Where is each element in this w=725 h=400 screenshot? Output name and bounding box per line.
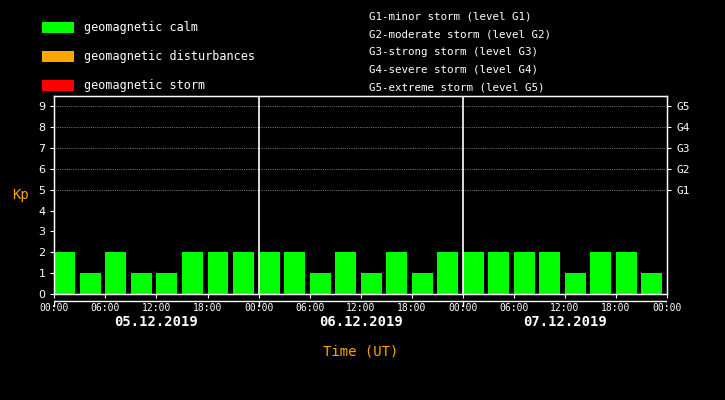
Bar <box>437 252 458 294</box>
Text: 07.12.2019: 07.12.2019 <box>523 314 607 328</box>
Bar <box>284 252 305 294</box>
Text: Time (UT): Time (UT) <box>323 345 398 359</box>
Text: geomagnetic storm: geomagnetic storm <box>84 79 205 92</box>
Text: 06.12.2019: 06.12.2019 <box>319 314 402 328</box>
Bar <box>42 80 74 91</box>
Bar <box>42 22 74 33</box>
Bar <box>412 273 433 294</box>
Bar <box>42 51 74 62</box>
Bar <box>489 252 509 294</box>
Bar <box>642 273 663 294</box>
Bar <box>335 252 356 294</box>
Bar <box>590 252 611 294</box>
Text: geomagnetic disturbances: geomagnetic disturbances <box>84 50 255 63</box>
Text: G5-extreme storm (level G5): G5-extreme storm (level G5) <box>370 82 545 92</box>
Bar <box>105 252 126 294</box>
Text: G2-moderate storm (level G2): G2-moderate storm (level G2) <box>370 29 552 39</box>
Text: G3-strong storm (level G3): G3-strong storm (level G3) <box>370 47 539 57</box>
Bar <box>80 273 101 294</box>
Bar <box>131 273 152 294</box>
Bar <box>514 252 535 294</box>
Bar <box>157 273 178 294</box>
Bar <box>259 252 280 294</box>
Text: Kp: Kp <box>12 188 29 202</box>
Text: G1-minor storm (level G1): G1-minor storm (level G1) <box>370 12 532 22</box>
Bar <box>565 273 586 294</box>
Text: 05.12.2019: 05.12.2019 <box>115 314 199 328</box>
Text: G4-severe storm (level G4): G4-severe storm (level G4) <box>370 65 539 74</box>
Bar <box>182 252 203 294</box>
Bar <box>54 252 75 294</box>
Bar <box>463 252 484 294</box>
Bar <box>386 252 407 294</box>
Bar <box>310 273 331 294</box>
Bar <box>207 252 228 294</box>
Bar <box>233 252 254 294</box>
Bar <box>616 252 637 294</box>
Bar <box>360 273 381 294</box>
Bar <box>539 252 560 294</box>
Text: geomagnetic calm: geomagnetic calm <box>84 21 198 34</box>
